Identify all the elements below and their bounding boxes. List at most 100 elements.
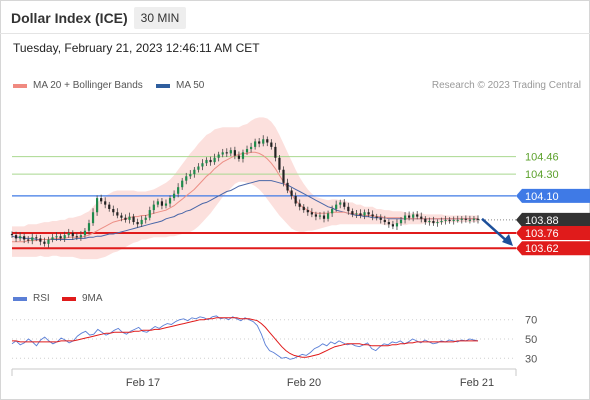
candle-body xyxy=(168,198,172,204)
candle-body xyxy=(322,215,326,219)
candle-body xyxy=(468,219,471,221)
candle-body xyxy=(270,142,273,147)
candle-body xyxy=(205,159,208,164)
candle-body xyxy=(124,217,127,220)
candle-body xyxy=(274,146,277,158)
forecast-arrow-shaft xyxy=(481,217,509,243)
candle-body xyxy=(476,218,480,220)
candle-body xyxy=(120,215,123,218)
candle-body xyxy=(27,239,30,241)
candle-body xyxy=(160,201,164,206)
candle-body xyxy=(452,219,455,221)
candle-body xyxy=(339,202,342,205)
candle-body xyxy=(254,141,257,147)
ma20-swatch xyxy=(13,83,27,88)
candle-body xyxy=(209,159,212,163)
candle-body xyxy=(67,232,70,236)
bollinger-band xyxy=(12,117,478,260)
candle-body xyxy=(132,216,135,223)
candle-body xyxy=(343,202,346,207)
level-tag-104.10 xyxy=(516,188,590,203)
candle-body xyxy=(403,215,407,220)
candle-body xyxy=(185,176,188,181)
candle-body xyxy=(104,201,107,205)
legend-ma50: MA 50 xyxy=(156,80,204,91)
candle-body xyxy=(39,238,42,242)
candle-body xyxy=(371,214,374,217)
candle-body xyxy=(229,150,232,154)
candle-body xyxy=(172,193,176,199)
candle-body xyxy=(335,204,338,209)
candle-body xyxy=(83,230,87,236)
candle-body xyxy=(428,220,431,223)
candle-body xyxy=(189,174,192,177)
candle-body xyxy=(359,213,362,216)
instrument-title: Dollar Index (ICE) xyxy=(11,10,128,26)
candle-body xyxy=(412,214,415,218)
candle-body xyxy=(355,213,358,215)
candle-body xyxy=(31,237,34,241)
ma50-swatch xyxy=(156,83,170,88)
candle-body xyxy=(10,234,14,236)
candle-body xyxy=(395,223,399,227)
candle-body xyxy=(35,237,38,239)
chart-datetime: Tuesday, February 21, 2023 12:46:11 AM C… xyxy=(13,41,260,55)
ma9-line xyxy=(12,317,478,358)
legend-rsi: RSI xyxy=(13,293,50,304)
candle-body xyxy=(55,236,58,238)
rsi-tick-30: 30 xyxy=(525,353,537,365)
candle-body xyxy=(290,190,293,196)
candle-body xyxy=(456,219,459,221)
candle-body xyxy=(424,218,427,223)
candle-body xyxy=(331,208,334,214)
x-tick-feb-17: Feb 17 xyxy=(126,377,160,389)
candle-body xyxy=(472,218,476,220)
candle-body xyxy=(245,149,249,153)
candle-body xyxy=(302,206,305,211)
level-label-104.30: 104.30 xyxy=(525,169,559,181)
legend-9ma: 9MA xyxy=(62,293,103,304)
candle-body xyxy=(375,216,378,218)
ma20-line xyxy=(12,151,478,243)
candle-body xyxy=(436,222,439,224)
candle-body xyxy=(416,214,419,217)
candle-body xyxy=(148,210,151,218)
candle-body xyxy=(108,204,111,209)
candle-body xyxy=(71,232,74,237)
candle-body xyxy=(306,210,309,213)
candle-body xyxy=(408,215,411,218)
candle-body xyxy=(326,213,330,219)
candle-body xyxy=(237,155,241,159)
candle-body xyxy=(63,235,66,239)
candle-body xyxy=(164,203,168,206)
candle-body xyxy=(221,152,224,155)
rsi-tick-50: 50 xyxy=(525,334,537,346)
candle-body xyxy=(181,180,184,188)
timeframe-badge[interactable]: 30 MIN xyxy=(134,7,186,29)
candle-body xyxy=(262,139,265,144)
candle-body xyxy=(249,146,253,150)
candle-body xyxy=(444,219,447,221)
candle-body xyxy=(286,182,289,191)
candle-body xyxy=(294,195,297,204)
level-tag-103.62 xyxy=(516,241,590,256)
level-label-104.10: 104.10 xyxy=(525,191,559,203)
candle-body xyxy=(310,212,313,215)
candle-body xyxy=(177,187,180,194)
candle-body xyxy=(193,169,196,175)
x-tick-feb-20: Feb 20 xyxy=(287,377,321,389)
candle-body xyxy=(363,212,366,216)
candle-body xyxy=(367,212,370,215)
candle-body xyxy=(95,198,99,213)
candle-body xyxy=(144,217,147,220)
candle-body xyxy=(213,157,216,163)
candle-body xyxy=(87,223,91,231)
candle-body xyxy=(318,215,322,217)
ma9-swatch xyxy=(62,296,76,301)
x-tick-feb-21: Feb 21 xyxy=(460,377,494,389)
candle-body xyxy=(197,166,200,170)
candle-body xyxy=(420,216,423,219)
candle-body xyxy=(266,139,269,143)
legend-ma20-label: MA 20 + Bollinger Bands xyxy=(33,80,143,91)
